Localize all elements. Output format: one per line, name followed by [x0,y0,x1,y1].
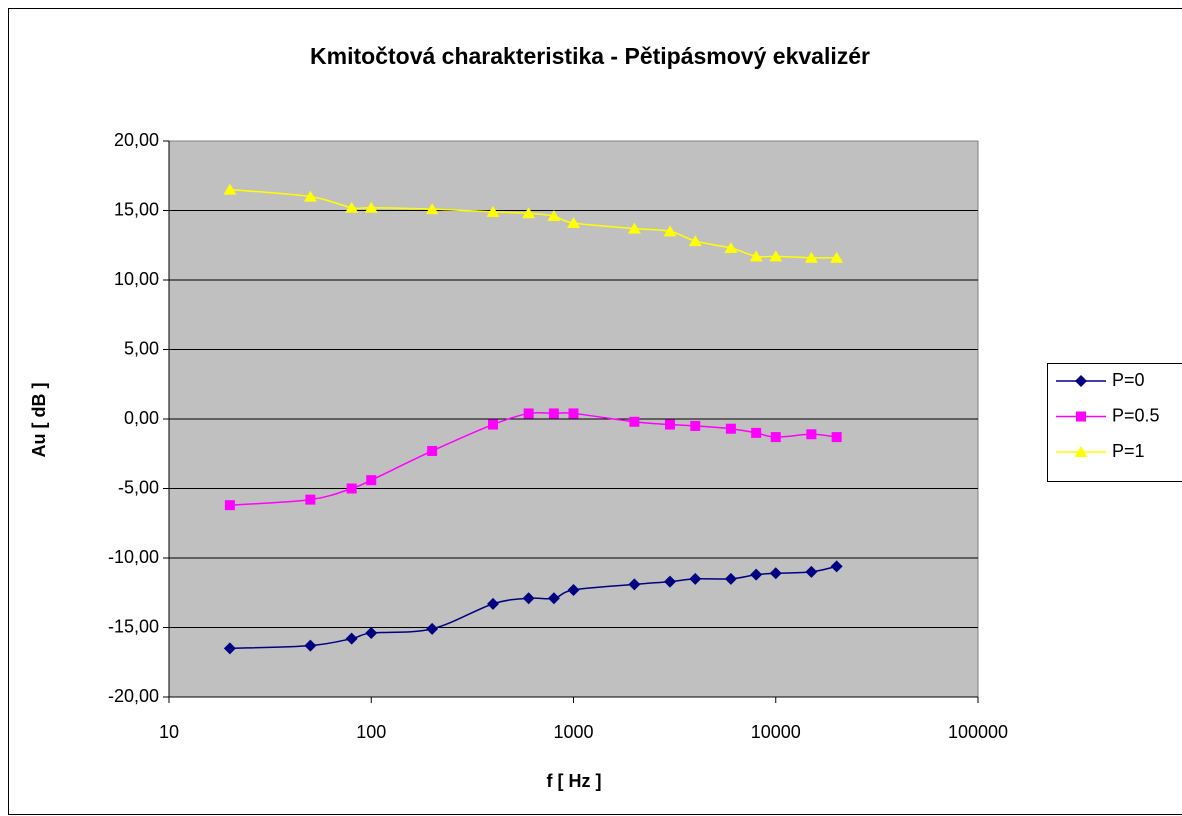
marker [305,494,316,505]
marker [628,578,641,591]
marker [664,419,675,430]
marker [567,583,580,596]
marker [425,203,439,215]
marker [724,242,738,254]
legend-label: P=1 [1112,441,1145,461]
chart-title: Kmitočtová charakteristika - Pětipásmový… [310,43,870,69]
marker [345,201,359,213]
marker [750,568,763,581]
marker [304,639,317,652]
marker [688,235,702,247]
marker [567,217,580,229]
marker [725,423,736,434]
y-tick-label: -10,00 [108,547,159,567]
y-tick-label: 5,00 [124,338,159,358]
marker [523,408,534,419]
y-tick-label: 0,00 [124,408,159,428]
marker [486,205,500,217]
legend-marker [1074,446,1088,457]
marker [346,483,357,494]
marker [488,419,499,430]
marker [364,201,378,213]
marker [547,592,560,605]
legend-label: P=0 [1112,370,1145,390]
marker [806,429,817,440]
marker [770,432,781,443]
marker [629,416,640,427]
marker [751,427,762,438]
y-tick-label: 10,00 [114,269,159,289]
x-axis-label: f [ Hz ] [547,771,602,791]
marker [830,560,843,573]
x-tick-label: 100 [356,722,386,742]
marker [749,250,763,262]
x-tick-label: 1000 [553,722,593,742]
marker [366,475,377,486]
y-tick-label: 20,00 [114,130,159,150]
marker [689,572,702,585]
marker [427,445,438,456]
legend-marker [1076,411,1086,422]
x-tick-label: 10000 [751,722,801,742]
marker [804,251,818,263]
marker [769,250,783,262]
marker [805,565,818,578]
marker [522,592,535,605]
marker [487,597,500,610]
y-axis-label: Au [ dB ] [29,383,49,458]
marker [830,251,844,263]
marker [627,222,641,234]
marker [365,627,378,640]
marker [769,567,782,580]
legend-marker [1075,375,1087,387]
marker [724,572,737,585]
legend-label: P=0.5 [1112,405,1160,425]
marker [568,408,579,419]
marker [663,575,676,588]
marker [224,500,235,511]
marker [345,632,358,645]
x-tick-label: 100000 [948,722,1008,742]
marker [663,225,677,237]
marker [831,432,842,443]
legend [1047,363,1182,482]
marker [522,207,536,219]
marker [426,622,439,635]
marker [690,420,701,431]
marker [223,183,237,195]
x-tick-label: 10 [159,722,179,742]
y-tick-label: 15,00 [114,199,159,219]
marker [547,210,561,222]
y-tick-label: -20,00 [108,686,159,706]
marker [223,642,236,655]
y-tick-label: -5,00 [118,477,159,497]
marker [303,190,317,202]
marker [548,408,559,419]
y-tick-label: -15,00 [108,616,159,636]
